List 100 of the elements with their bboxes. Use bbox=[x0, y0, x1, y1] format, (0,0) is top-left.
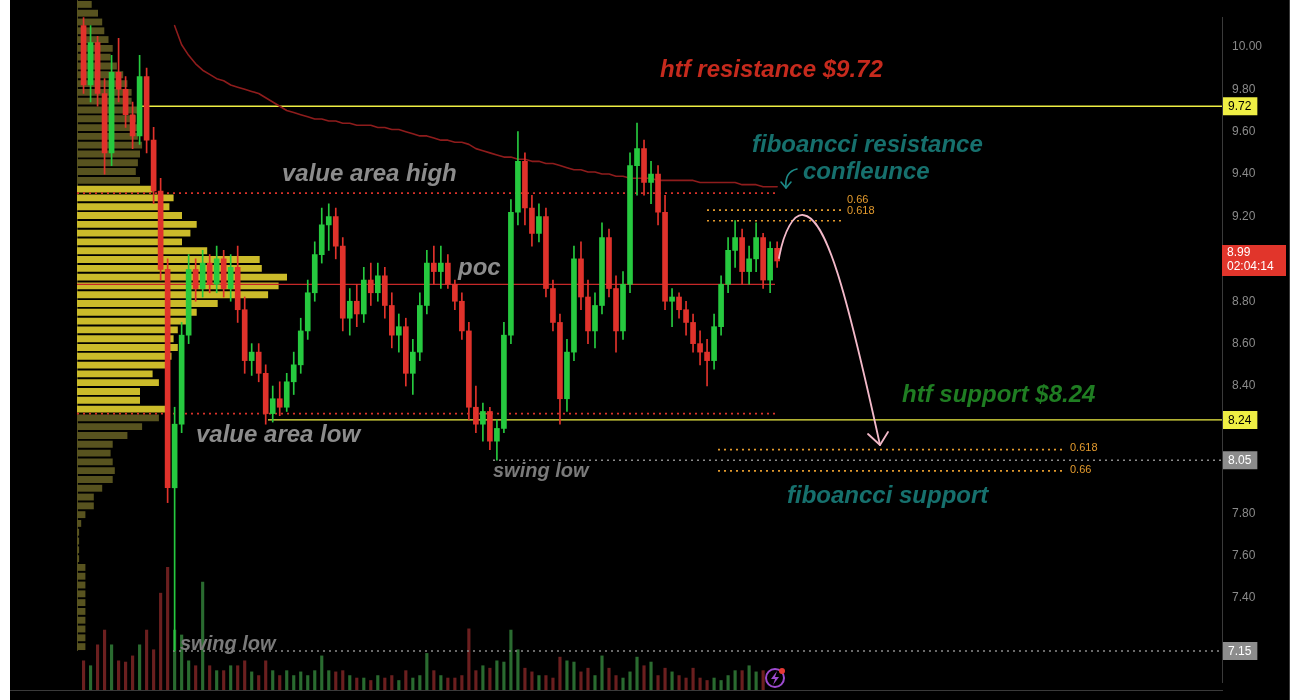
bar bbox=[572, 661, 576, 690]
bar bbox=[656, 675, 660, 690]
bar bbox=[77, 203, 170, 211]
bar bbox=[474, 670, 478, 690]
bar bbox=[77, 220, 197, 228]
bar bbox=[77, 476, 113, 483]
bar bbox=[278, 675, 282, 690]
bar bbox=[530, 671, 534, 690]
bar bbox=[355, 677, 359, 690]
bar bbox=[495, 660, 499, 690]
bar bbox=[77, 432, 128, 439]
bar bbox=[460, 675, 464, 690]
bar bbox=[663, 667, 667, 690]
candlestick bbox=[648, 161, 654, 205]
bar bbox=[411, 677, 415, 690]
bar bbox=[77, 388, 140, 395]
bar bbox=[138, 644, 142, 690]
ref-line-label: 8.24 bbox=[1228, 412, 1252, 427]
bar bbox=[376, 675, 380, 690]
bar bbox=[481, 665, 485, 690]
bar bbox=[236, 665, 240, 690]
bar bbox=[77, 520, 82, 527]
bar bbox=[264, 660, 268, 690]
annotation: fiboancci support bbox=[787, 480, 990, 508]
candlestick bbox=[438, 245, 444, 289]
bar bbox=[320, 655, 324, 690]
bar bbox=[77, 528, 80, 536]
bar bbox=[77, 440, 113, 448]
bar bbox=[635, 656, 639, 690]
bar bbox=[509, 629, 513, 690]
bar bbox=[670, 671, 674, 690]
bar bbox=[313, 670, 317, 690]
bar bbox=[77, 300, 218, 307]
ref-line-label: value area low bbox=[196, 420, 362, 448]
text: 02:04:14 bbox=[1227, 259, 1275, 274]
bar bbox=[586, 667, 590, 690]
bar bbox=[77, 256, 260, 263]
bar bbox=[558, 656, 562, 690]
bar bbox=[77, 643, 86, 651]
bar bbox=[77, 546, 80, 554]
y-tick-label: 7.80 bbox=[1232, 505, 1256, 520]
bar bbox=[754, 671, 758, 690]
ref-line-label: 9.72 bbox=[1228, 99, 1252, 114]
bar bbox=[397, 680, 401, 690]
bar bbox=[77, 159, 138, 167]
bar bbox=[77, 291, 269, 299]
bar bbox=[761, 670, 765, 690]
bar bbox=[77, 212, 182, 219]
bar bbox=[77, 414, 159, 422]
annotation: htf resistance $9.72 bbox=[660, 54, 884, 82]
ref-line-label: 7.15 bbox=[1228, 643, 1252, 658]
annotation: swing low bbox=[493, 458, 590, 481]
bar bbox=[250, 671, 254, 690]
bar bbox=[166, 567, 170, 690]
bar bbox=[103, 629, 107, 690]
y-tick-label: 8.40 bbox=[1232, 378, 1256, 393]
y-tick-label: 9.80 bbox=[1232, 81, 1256, 96]
bar bbox=[684, 677, 688, 690]
bar bbox=[215, 670, 219, 690]
bar bbox=[77, 185, 153, 193]
bar bbox=[614, 675, 618, 690]
y-tick-label: 7.60 bbox=[1232, 547, 1256, 562]
candlestick bbox=[325, 203, 332, 251]
bar bbox=[77, 484, 103, 492]
bar bbox=[705, 680, 709, 690]
bar bbox=[418, 675, 422, 690]
bar bbox=[77, 423, 143, 431]
bar bbox=[698, 677, 702, 690]
bar bbox=[110, 644, 114, 690]
annotation: confleunce bbox=[803, 156, 930, 184]
bar bbox=[77, 396, 140, 404]
bar bbox=[77, 555, 80, 563]
y-tick-label: 9.60 bbox=[1232, 123, 1256, 138]
candlestick bbox=[669, 288, 675, 328]
bar bbox=[77, 607, 86, 615]
bar bbox=[285, 670, 289, 690]
bar bbox=[77, 458, 113, 466]
y-tick-label: 10.00 bbox=[1232, 39, 1263, 54]
ref-line-label: 8.05 bbox=[1228, 453, 1252, 468]
bar bbox=[222, 670, 226, 690]
bar bbox=[159, 592, 163, 690]
bar bbox=[390, 675, 394, 690]
bar bbox=[77, 511, 86, 519]
bar bbox=[607, 667, 611, 690]
bar bbox=[341, 670, 345, 690]
bar bbox=[453, 677, 457, 690]
bar bbox=[537, 675, 541, 690]
bar bbox=[502, 661, 506, 690]
bar bbox=[187, 660, 191, 690]
bar bbox=[77, 0, 92, 8]
y-tick-label: 8.60 bbox=[1232, 335, 1256, 350]
bar bbox=[77, 352, 172, 360]
bar bbox=[747, 665, 751, 690]
bar bbox=[600, 655, 604, 690]
bar bbox=[77, 467, 115, 475]
bar bbox=[404, 670, 408, 690]
bar bbox=[299, 671, 303, 690]
bar bbox=[145, 629, 149, 690]
bar bbox=[81, 660, 86, 690]
bar bbox=[77, 572, 86, 580]
